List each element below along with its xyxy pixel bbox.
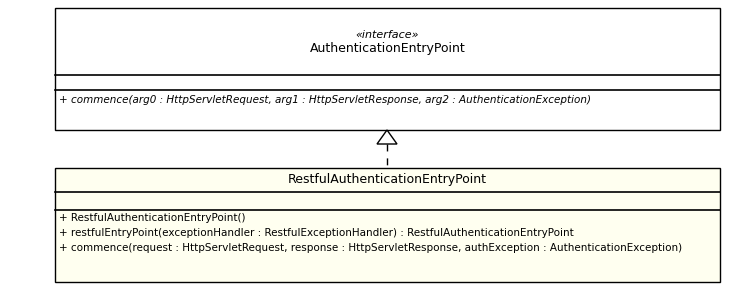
- Text: RestfulAuthenticationEntryPoint: RestfulAuthenticationEntryPoint: [288, 173, 487, 187]
- Text: «interface»: «interface»: [356, 31, 419, 41]
- Text: + commence(request : HttpServletRequest, response : HttpServletResponse, authExc: + commence(request : HttpServletRequest,…: [59, 243, 682, 253]
- Text: + RestfulAuthenticationEntryPoint(): + RestfulAuthenticationEntryPoint(): [59, 213, 246, 223]
- Bar: [55, 8, 720, 130]
- Text: + commence(arg0 : HttpServletRequest, arg1 : HttpServletResponse, arg2 : Authent: + commence(arg0 : HttpServletRequest, ar…: [59, 95, 591, 105]
- Text: AuthenticationEntryPoint: AuthenticationEntryPoint: [309, 42, 465, 55]
- Text: + restfulEntryPoint(exceptionHandler : RestfulExceptionHandler) : RestfulAuthent: + restfulEntryPoint(exceptionHandler : R…: [59, 228, 574, 238]
- Bar: [55, 168, 720, 282]
